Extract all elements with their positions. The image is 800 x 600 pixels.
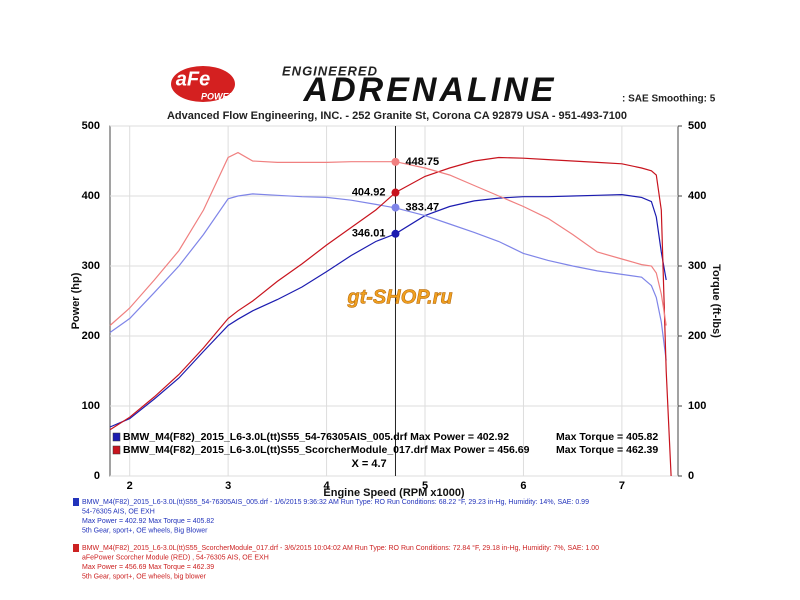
data-line [109, 151, 667, 326]
y-tick-label: 200 [82, 330, 100, 342]
y-axis-title: Power (hp) [70, 272, 82, 329]
y-tick-label: 400 [82, 190, 100, 202]
note-line: aFePower Scorcher Module (RED) , 54-7630… [82, 554, 269, 561]
brand-badge [171, 66, 235, 102]
x-axis-title: Engine Speed (RPM x1000) [323, 487, 465, 499]
brand: aFe [176, 68, 210, 90]
cursor-value: 383.47 [405, 201, 439, 213]
legend-swatch [112, 445, 121, 455]
note-swatch [73, 544, 79, 552]
cursor-value: 346.01 [352, 228, 386, 240]
brand-sub: POWER [201, 91, 236, 101]
legend-file: BMW_M4(F82)_2015_L6-3.0L(tt)S55_54-76305… [123, 431, 509, 443]
cursor-value: 404.92 [352, 186, 386, 198]
x-tick-label: 2 [127, 480, 133, 492]
note-line: Max Power = 456.69 Max Torque = 462.39 [82, 564, 214, 571]
x-tick-label: 3 [225, 480, 231, 492]
logo-top: ENGINEERED [282, 63, 378, 78]
data-line [109, 193, 667, 428]
cursor-point [391, 157, 400, 166]
y2-tick-label: 100 [688, 400, 706, 412]
data-line [109, 193, 667, 361]
y2-tick-label: 0 [688, 470, 694, 482]
legend-file: BMW_M4(F82)_2015_L6-3.0L(tt)S55_Scorcher… [123, 444, 530, 456]
y2-tick-label: 400 [688, 190, 706, 202]
x-tick-label: 7 [619, 480, 625, 492]
legend-swatch [112, 432, 121, 442]
x-tick-label: 6 [520, 480, 526, 492]
note-line: BMW_M4(F82)_2015_L6-3.0L(tt)S55_54-76305… [82, 498, 589, 506]
note-swatch [73, 498, 79, 506]
watermark: gt-SHOP.ru [346, 286, 452, 308]
cursor-value: 448.75 [405, 156, 439, 168]
note-line: BMW_M4(F82)_2015_L6-3.0L(tt)S55_Scorcher… [82, 544, 599, 552]
y2-tick-label: 500 [688, 120, 706, 132]
data-line [109, 156, 672, 477]
legend-max-torque: Max Torque = 405.82 [556, 431, 658, 443]
legend-max-torque: Max Torque = 462.39 [556, 444, 658, 456]
note-line: 54-76305 AIS, OE EXH [82, 508, 155, 515]
cursor-label: X = 4.7 [351, 458, 386, 470]
y-tick-label: 100 [82, 400, 100, 412]
y2-tick-label: 200 [688, 330, 706, 342]
cursor-point [391, 229, 400, 238]
y-tick-label: 300 [82, 260, 100, 272]
x-tick-label: 5 [422, 480, 428, 492]
settings: : SAE Smoothing: 5 [622, 94, 716, 105]
y2-tick-label: 300 [688, 260, 706, 272]
y-tick-label: 0 [94, 470, 100, 482]
x-tick-label: 4 [324, 480, 331, 492]
plot [109, 125, 678, 477]
note-line: 5th Gear, sport+, OE wheels, big blower [82, 573, 207, 580]
note-line: Max Power = 402.92 Max Torque = 405.82 [82, 518, 214, 525]
cursor-point [391, 188, 400, 197]
cursor-point [391, 203, 400, 212]
y2-axis-title: Torque (ft-lbs) [710, 264, 722, 338]
logo-main: ADRENALINE [303, 71, 557, 109]
note-line: 5th Gear, sport+, OE wheels, Big Blower [82, 527, 208, 534]
y-tick-label: 500 [82, 120, 100, 132]
address: Advanced Flow Engineering, INC. - 252 Gr… [167, 110, 627, 122]
